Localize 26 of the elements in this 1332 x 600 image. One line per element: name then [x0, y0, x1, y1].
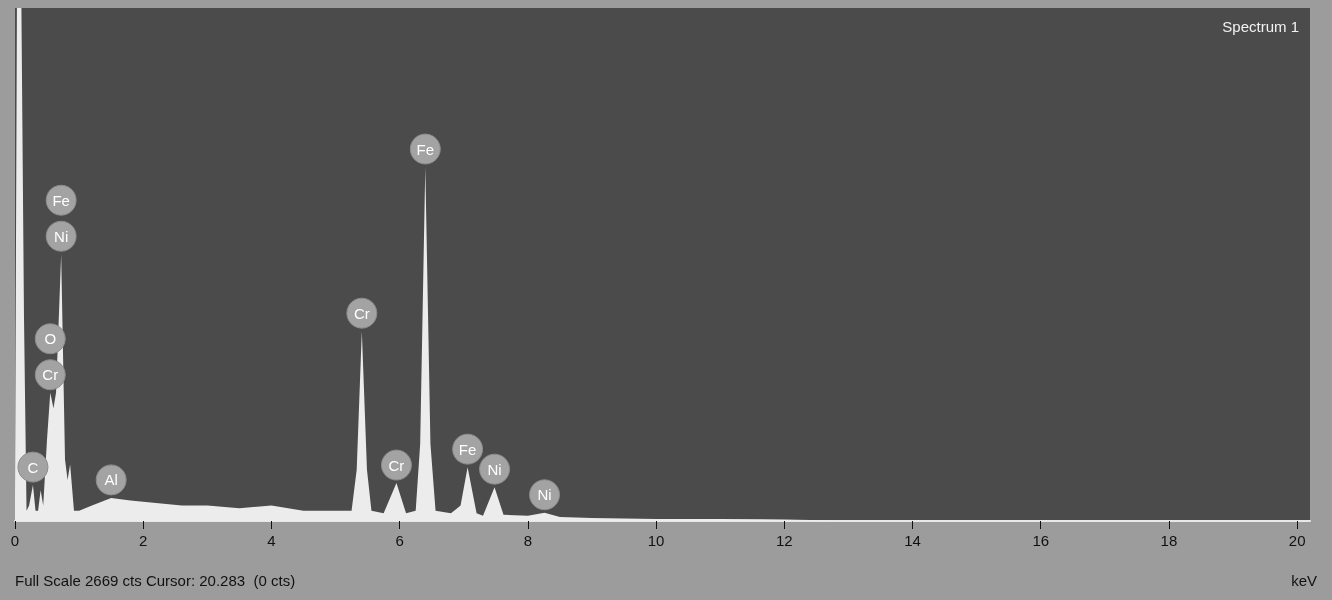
x-tick-label: 0 [10, 532, 20, 549]
x-tick-label: 14 [904, 532, 921, 549]
text: Full Scale 2669 cts Cursor: 20.283 (0 cts) [15, 572, 296, 589]
annotation: Cr [353, 304, 370, 322]
annotation: Ni [537, 486, 552, 504]
annotation: C [27, 458, 39, 476]
x-tick-label: 4 [267, 532, 276, 549]
annotation: Cr [388, 456, 405, 474]
x-tick-label: 10 [647, 532, 665, 549]
annotation: Cr [42, 366, 59, 384]
x-tick-label: 6 [395, 532, 404, 549]
annotation: Spectrum 1 [1222, 18, 1299, 35]
x-axis-title: keV [1291, 572, 1318, 589]
annotation: Fe [416, 140, 435, 158]
x-tick-label: 12 [775, 532, 793, 549]
x-tick-label: 8 [523, 532, 533, 549]
annotation: Fe [52, 191, 70, 209]
annotation: Ni [487, 460, 502, 478]
annotation: Al [104, 471, 118, 489]
annotation: O [44, 330, 57, 348]
x-tick-label: 18 [1160, 532, 1178, 549]
x-tick-label: 16 [1032, 532, 1050, 549]
x-tick-label: 20 [1288, 532, 1306, 549]
annotation: Ni [54, 227, 69, 245]
annotation: Fe [458, 440, 477, 458]
x-tick-label: 2 [139, 532, 148, 549]
